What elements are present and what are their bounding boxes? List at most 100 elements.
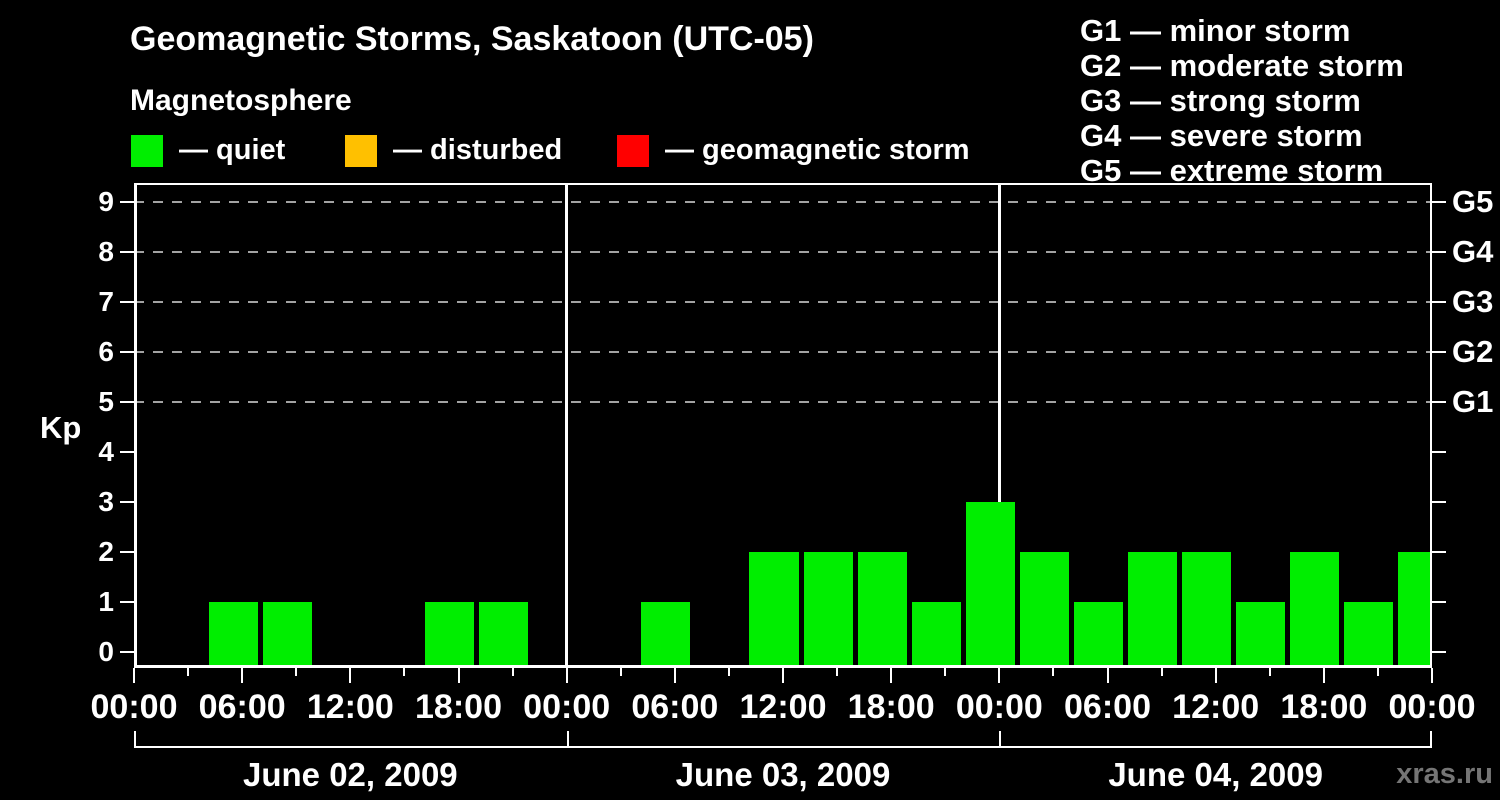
kp-bar-day3-slot3 <box>1128 552 1178 668</box>
time-label-1: 06:00 <box>198 688 286 726</box>
time-label-0: 00:00 <box>90 688 178 726</box>
y-tick-right-2 <box>1432 551 1446 553</box>
x-tick-minor-7 <box>944 668 947 676</box>
x-tick-minor-4 <box>619 668 622 676</box>
x-tick-major-2 <box>349 668 352 683</box>
watermark: xras.ru <box>1396 758 1493 790</box>
legend-swatch-quiet <box>131 134 163 167</box>
g-legend-line-G4: G4 — severe storm <box>1080 118 1363 153</box>
time-label-10: 12:00 <box>1172 688 1260 726</box>
y-tick-right-0 <box>1432 651 1446 653</box>
kp-bar-day3-slot7 <box>1344 602 1394 668</box>
chart-title: Geomagnetic Storms, Saskatoon (UTC-05) <box>130 20 814 58</box>
y-tick-right-3 <box>1432 501 1446 503</box>
y-axis-title: Kp <box>40 410 82 445</box>
legend-label: — disturbed <box>393 134 563 166</box>
x-tick-major-10 <box>1214 668 1217 683</box>
x-tick-major-0 <box>133 668 135 683</box>
time-label-7: 18:00 <box>847 688 935 726</box>
plot-annotation-layer: 0 1 2 3 4 5 6 7 8 9 G1 G2 G3 G4 G5 00:00 06:00 12:00 18:00… <box>91 183 1493 793</box>
kp-bar-day3-slot6 <box>1290 552 1340 668</box>
gridline-kp9 <box>134 201 1432 203</box>
y-tick-left-6 <box>120 351 134 353</box>
legend-item-quiet: — quiet <box>131 134 285 167</box>
x-tick-major-7 <box>890 668 893 683</box>
time-label-8: 00:00 <box>955 688 1043 726</box>
g-legend-line-G2: G2 — moderate storm <box>1080 48 1404 83</box>
time-label-3: 18:00 <box>415 688 502 726</box>
plot-frame-right <box>1430 183 1432 668</box>
y-tick-left-1 <box>120 601 134 603</box>
legend-swatch-disturbed <box>345 134 377 167</box>
kp-bar-day3-slot2 <box>1073 602 1124 668</box>
y-tick-left-9 <box>120 201 134 203</box>
g-axis-label-G1: G1 <box>1452 384 1494 419</box>
x-tick-major-9 <box>1106 668 1109 683</box>
x-tick-major-11 <box>1322 668 1325 683</box>
y-tick-left-7 <box>120 301 134 303</box>
x-tick-minor-9 <box>1160 668 1163 676</box>
time-label-11: 18:00 <box>1280 688 1368 726</box>
date-label-3: June 04, 2009 <box>1108 756 1323 793</box>
g-axis-label-G2: G2 <box>1452 334 1494 369</box>
kp-bar-day3-slot4 <box>1182 552 1232 668</box>
legend-label: — geomagnetic storm <box>665 134 970 166</box>
kp-bar-day2-slot2 <box>641 602 691 668</box>
y-tick-label-4: 4 <box>98 436 114 467</box>
legend-item-geomagnetic-storm: — geomagnetic storm <box>617 134 970 167</box>
kp-bar-day1-slot3 <box>262 602 312 668</box>
x-tick-minor-1 <box>295 668 298 676</box>
date-axis-line <box>134 746 1432 748</box>
plot-area: 0 1 2 3 4 5 6 7 8 9 G1 G2 G3 G4 G5 00:00 06:00 12:00 18:00… <box>91 183 1493 793</box>
y-tick-right-8 <box>1432 251 1446 253</box>
x-tick-major-8 <box>998 668 1001 683</box>
y-tick-label-0: 0 <box>98 636 114 667</box>
x-tick-major-5 <box>673 668 676 683</box>
time-label-9: 06:00 <box>1064 688 1151 726</box>
date-axis-tick-0 <box>134 731 136 746</box>
plot-frame-left <box>134 183 137 668</box>
time-label-2: 12:00 <box>306 688 394 726</box>
y-tick-label-9: 9 <box>98 186 114 217</box>
kp-bar-day2-slot7 <box>911 602 961 668</box>
y-tick-label-6: 6 <box>98 336 114 367</box>
plot-frame-top <box>134 183 1432 185</box>
g-axis-label-G5: G5 <box>1452 184 1494 219</box>
y-tick-left-4 <box>120 451 134 453</box>
plot-clip-layer <box>134 183 1432 668</box>
kp-bar-day1-slot2 <box>208 602 258 668</box>
time-label-5: 06:00 <box>631 688 719 726</box>
kp-bar-day3-slot8 <box>1398 552 1432 668</box>
x-tick-major-6 <box>782 668 784 683</box>
kp-bar-day2-slot6 <box>857 552 907 668</box>
gridline-kp5 <box>134 401 1432 403</box>
plot-frame-bottom <box>134 665 1432 668</box>
gridline-kp7 <box>134 301 1432 303</box>
g-legend-line-G3: G3 — strong storm <box>1080 83 1361 118</box>
kp-bar-day2-slot4 <box>749 552 799 668</box>
date-label-1: June 02, 2009 <box>243 756 458 793</box>
x-tick-major-1 <box>241 668 244 683</box>
y-tick-label-2: 2 <box>98 536 114 567</box>
y-tick-label-7: 7 <box>98 286 114 317</box>
gridline-kp8 <box>134 251 1432 253</box>
g-scale-legend: G1 — minor storm G2 — moderate storm G3 — … <box>1080 13 1404 188</box>
kp-bar-day1-slot6 <box>424 602 475 668</box>
y-tick-left-3 <box>120 501 134 503</box>
g-axis-label-G4: G4 <box>1452 234 1494 269</box>
y-tick-label-8: 8 <box>98 236 114 267</box>
time-label-12: 00:00 <box>1388 688 1476 726</box>
x-tick-minor-0 <box>187 668 190 676</box>
legend-swatch-geomagnetic-storm <box>617 134 649 167</box>
date-axis-tick-3 <box>1430 731 1432 746</box>
y-tick-left-0 <box>120 651 134 653</box>
gridline-kp6 <box>134 351 1432 353</box>
x-tick-minor-8 <box>1052 668 1055 676</box>
x-tick-minor-10 <box>1268 668 1271 676</box>
y-tick-right-1 <box>1432 601 1446 603</box>
day-separator-2 <box>997 183 1001 668</box>
time-label-4: 00:00 <box>523 688 611 726</box>
kp-bar-day1-slot7 <box>479 602 529 668</box>
date-axis-tick-2 <box>999 731 1002 746</box>
